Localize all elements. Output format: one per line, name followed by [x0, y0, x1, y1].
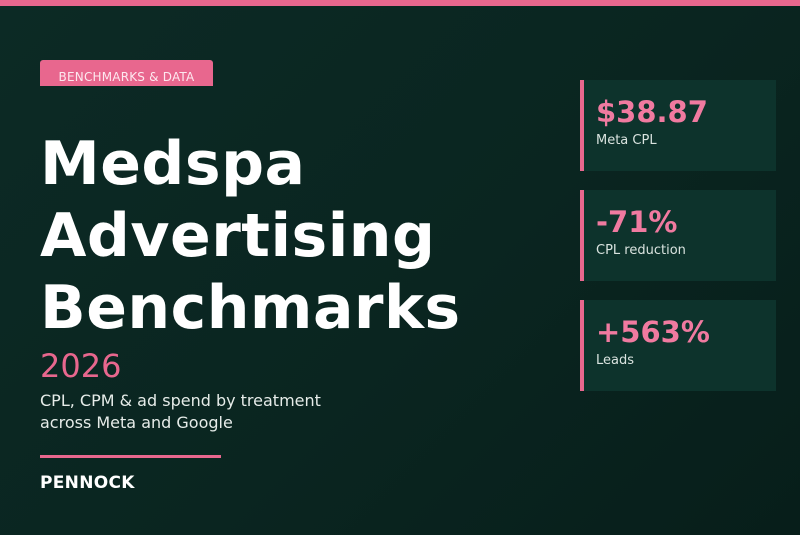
stat-label: CPL reduction: [596, 243, 686, 258]
stat-card-leads: +563% Leads: [580, 300, 776, 391]
divider-rule: [40, 455, 221, 458]
top-accent-bar: [0, 0, 800, 6]
stat-card-meta-cpl: $38.87 Meta CPL: [580, 80, 776, 171]
stat-card-cpl-reduction: -71% CPL reduction: [580, 190, 776, 281]
title-line-2: Advertising: [40, 201, 436, 271]
brand-name: PENNOCK: [40, 473, 135, 493]
page-title: Medspa Advertising Benchmarks: [40, 128, 461, 344]
title-line-1: Medspa: [40, 129, 306, 199]
stat-label: Meta CPL: [596, 133, 657, 148]
stat-value: $38.87: [596, 95, 708, 129]
stat-value: +563%: [596, 315, 710, 349]
year-label: 2026: [40, 347, 122, 385]
stat-label: Leads: [596, 353, 635, 368]
subtitle: CPL, CPM & ad spend by treatment across …: [40, 391, 321, 432]
category-badge: BENCHMARKS & DATA: [40, 60, 213, 86]
stat-value: -71%: [596, 205, 678, 239]
title-line-3: Benchmarks: [40, 273, 461, 343]
